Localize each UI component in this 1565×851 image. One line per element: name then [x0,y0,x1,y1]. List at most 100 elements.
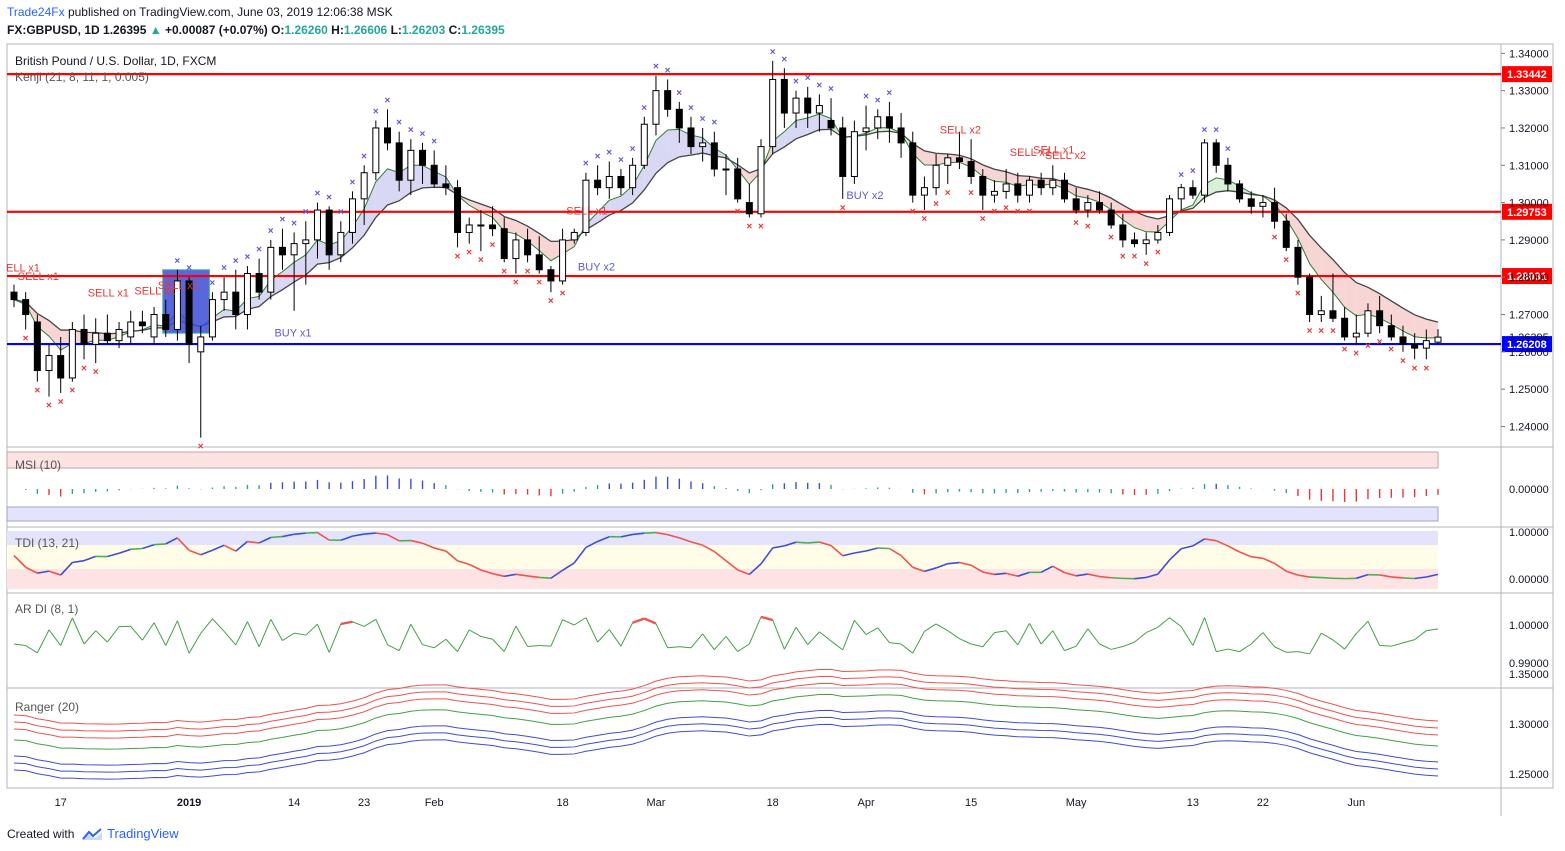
candle-body[interactable] [710,142,718,170]
candle-body[interactable] [302,239,310,245]
candle-body[interactable] [535,254,543,271]
candle-body[interactable] [442,183,450,189]
candle-body[interactable] [1387,325,1395,338]
candle-body[interactable] [465,224,473,233]
candle-body[interactable] [815,105,823,114]
candle-body[interactable] [1434,336,1442,343]
candle-body[interactable] [243,272,251,316]
candle-body[interactable] [162,314,170,330]
candle-body[interactable] [1154,231,1162,241]
candle-body[interactable] [617,175,625,189]
candle-body[interactable] [885,116,893,129]
candle-body[interactable] [10,291,18,301]
candle-body[interactable] [932,164,940,189]
candle-body[interactable] [197,336,205,353]
candle-body[interactable] [92,332,100,345]
candle-body[interactable] [920,187,928,196]
candle-body[interactable] [1259,202,1267,207]
candle-body[interactable] [675,108,683,129]
candle-body[interactable] [45,355,53,372]
candle-body[interactable] [1166,198,1174,233]
candle-body[interactable] [384,127,392,144]
candle-body[interactable] [979,175,987,196]
candle-body[interactable] [605,175,613,189]
candle-body[interactable] [1002,183,1010,192]
candle-body[interactable] [594,179,602,189]
candle-body[interactable] [792,97,800,114]
candle-body[interactable] [1422,340,1430,349]
candle-body[interactable] [640,123,648,166]
candle-body[interactable] [512,239,520,260]
candle-body[interactable] [290,243,298,256]
candle-body[interactable] [185,280,193,345]
candle-body[interactable] [582,179,590,233]
candle-body[interactable] [68,328,76,379]
candle-body[interactable] [454,187,462,233]
candle-body[interactable] [722,168,730,171]
candle-body[interactable] [115,328,123,342]
candle-body[interactable] [1376,310,1384,327]
candle-body[interactable] [734,168,742,200]
candle-body[interactable] [850,131,858,177]
candle-body[interactable] [57,355,65,379]
candle-body[interactable] [1236,183,1244,200]
candle-body[interactable] [1096,202,1104,211]
candle-body[interactable] [1341,317,1349,338]
candle-body[interactable] [1411,343,1419,349]
candle-body[interactable] [699,142,707,148]
candle-body[interactable] [232,291,240,316]
author-link[interactable]: Trade24Fx [7,5,65,19]
candle-body[interactable] [909,142,917,196]
candle-body[interactable] [1329,310,1337,319]
candle-body[interactable] [208,299,216,338]
candle-body[interactable] [780,78,788,114]
candle-body[interactable] [874,116,882,129]
candle-body[interactable] [1189,187,1197,196]
candle-body[interactable] [500,228,508,260]
candle-body[interactable] [419,149,427,166]
candle-body[interactable] [1364,310,1372,334]
candle-body[interactable] [944,157,952,166]
candle-body[interactable] [1201,142,1209,196]
candle-body[interactable] [267,246,275,293]
candle-body[interactable] [477,224,485,227]
candle-body[interactable] [1037,179,1045,189]
candle-body[interactable] [629,164,637,189]
price-axis[interactable]: 1.34000 1.33000 1.32000 1.31000 1.30000 1.290… [1501,48,1549,433]
candle-body[interactable] [1306,276,1314,316]
candle-body[interactable] [1049,179,1057,189]
candle-body[interactable] [862,127,870,133]
candle-body[interactable] [827,119,835,129]
candle-body[interactable] [127,321,135,338]
candle-body[interactable] [547,269,555,282]
candle-body[interactable] [652,90,660,125]
time-axis[interactable]: 17 2019 14 23 Feb 18 Mar 18 Apr 15 May 13 22 Jun [55,797,1366,809]
candle-body[interactable] [430,164,438,185]
candle-body[interactable] [325,209,333,256]
candle-body[interactable] [1317,310,1325,316]
candle-body[interactable] [570,231,578,241]
candle-body[interactable] [33,321,41,372]
candle-body[interactable] [80,328,88,345]
candle-body[interactable] [278,246,286,256]
candle-body[interactable] [1212,142,1220,166]
candle-body[interactable] [804,97,812,114]
candle-body[interactable] [1399,336,1407,345]
candle-body[interactable] [687,127,695,148]
candle-body[interactable] [1224,164,1232,185]
candle-body[interactable] [395,142,403,181]
candle-body[interactable] [348,198,356,233]
candle-body[interactable] [150,314,158,338]
candle-body[interactable] [1294,246,1302,278]
candle-body[interactable] [559,239,567,282]
candle-body[interactable] [1177,187,1185,200]
candle-body[interactable] [372,127,380,174]
candle-body[interactable] [255,272,263,293]
candle-body[interactable] [1142,239,1150,245]
candle-body[interactable] [897,127,905,144]
candle-body[interactable] [1060,179,1068,200]
candle-body[interactable] [524,239,532,256]
candle-body[interactable] [990,190,998,196]
candle-body[interactable] [360,172,368,200]
candle-body[interactable] [103,332,111,342]
